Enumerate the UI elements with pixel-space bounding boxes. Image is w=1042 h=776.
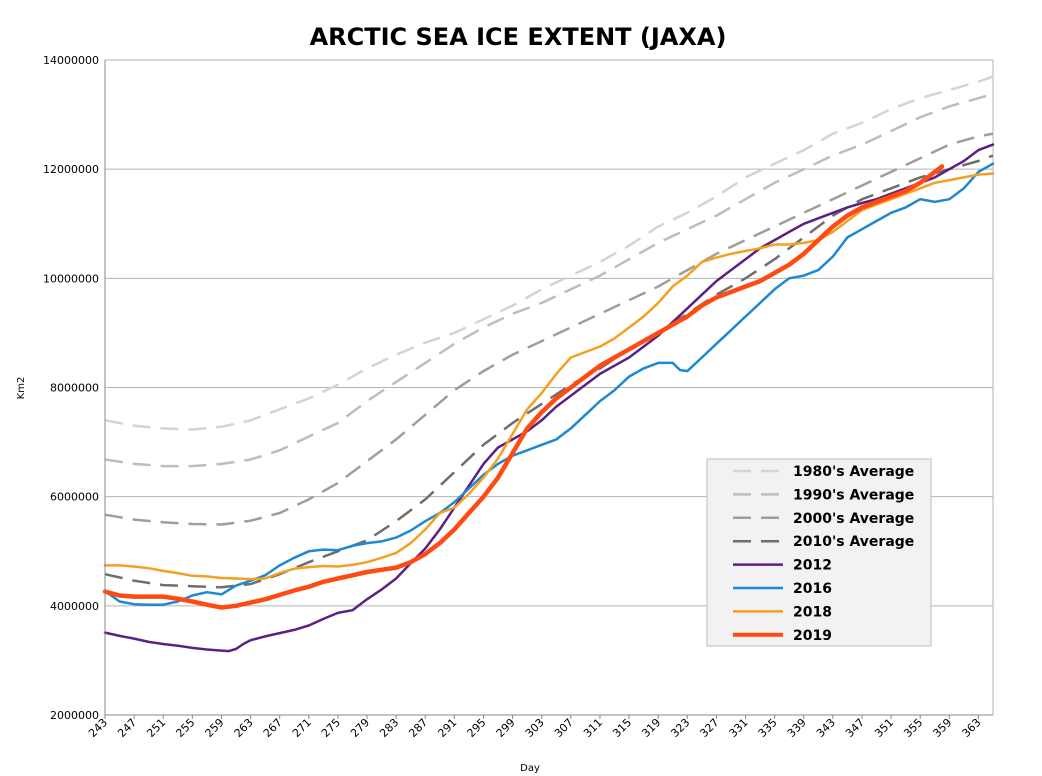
chart-title: ARCTIC SEA ICE EXTENT (JAXA) (310, 23, 727, 51)
legend-label: 2000's Average (793, 511, 914, 527)
legend-label: 1990's Average (793, 487, 914, 503)
x-tick-label: 307 (552, 716, 576, 740)
gridlines (105, 59, 994, 715)
x-tick-label: 263 (232, 716, 256, 740)
x-tick-label: 355 (901, 716, 925, 740)
legend: 1980's Average 1990's Average 2000's Avera… (706, 458, 932, 647)
y-tick-label: 12000000 (43, 163, 99, 176)
y-tick-label: 14000000 (43, 54, 99, 67)
legend-label: 2012 (793, 558, 832, 574)
y-tick-labels: 2000000 4000000 6000000 8000000 10000000 1200… (43, 54, 99, 722)
series-lines (102, 75, 995, 653)
x-tick-label: 303 (523, 716, 547, 740)
x-tick-label: 255 (173, 716, 197, 740)
series-line-1990-s-average (104, 92, 994, 468)
x-tick-label: 363 (960, 716, 984, 740)
x-tick-label: 251 (144, 716, 168, 740)
x-tick-label: 351 (872, 716, 896, 740)
x-tick-label: 271 (290, 716, 314, 740)
series-line-1980-s-average (104, 75, 994, 431)
x-tick-label: 343 (814, 716, 838, 740)
y-axis-label: Km2 (16, 377, 27, 400)
x-tick-label: 267 (261, 716, 285, 740)
y-tick-label: 4000000 (50, 600, 99, 613)
x-tick-label: 287 (406, 716, 430, 740)
x-tick-label: 315 (610, 716, 634, 740)
x-tick-label: 335 (756, 716, 780, 740)
x-tick-label: 275 (319, 716, 343, 740)
x-tick-label: 299 (494, 716, 518, 740)
series-line-2000-s-average (104, 132, 994, 526)
legend-label: 2018 (793, 604, 832, 620)
legend-box (706, 458, 932, 647)
x-tick-label: 339 (785, 716, 809, 740)
x-tick-label: 359 (930, 716, 954, 740)
series-line-2018 (103, 172, 995, 581)
x-tick-label: 319 (639, 716, 663, 740)
series-line-2010-s-average (104, 154, 994, 589)
y-tick-label: 2000000 (50, 709, 99, 722)
y-tick-label: 6000000 (50, 491, 99, 504)
x-tick-label: 291 (435, 716, 459, 740)
series-line-2012 (103, 143, 995, 653)
x-tick-label: 331 (727, 716, 751, 740)
x-tick-label: 323 (668, 716, 692, 740)
legend-label: 2019 (793, 628, 832, 644)
legend-label: 2016 (793, 581, 832, 597)
x-tick-labels: 243 247 251 255 259 263 267 271 275 279 283 287 291 2… (86, 715, 984, 740)
x-tick-label: 283 (377, 716, 401, 740)
series-line-2019 (102, 164, 945, 610)
y-tick-label: 8000000 (50, 382, 99, 395)
x-tick-label: 295 (465, 716, 489, 740)
axes (104, 60, 993, 716)
x-tick-label: 247 (115, 716, 139, 740)
legend-label: 2010's Average (793, 534, 914, 550)
x-axis-label: Day (520, 763, 540, 774)
x-tick-label: 327 (697, 716, 721, 740)
x-tick-label: 259 (203, 716, 227, 740)
x-tick-label: 279 (348, 716, 372, 740)
y-tick-label: 10000000 (43, 272, 99, 285)
x-tick-label: 347 (843, 716, 867, 740)
x-tick-label: 311 (581, 716, 605, 740)
legend-label: 1980's Average (793, 464, 914, 480)
